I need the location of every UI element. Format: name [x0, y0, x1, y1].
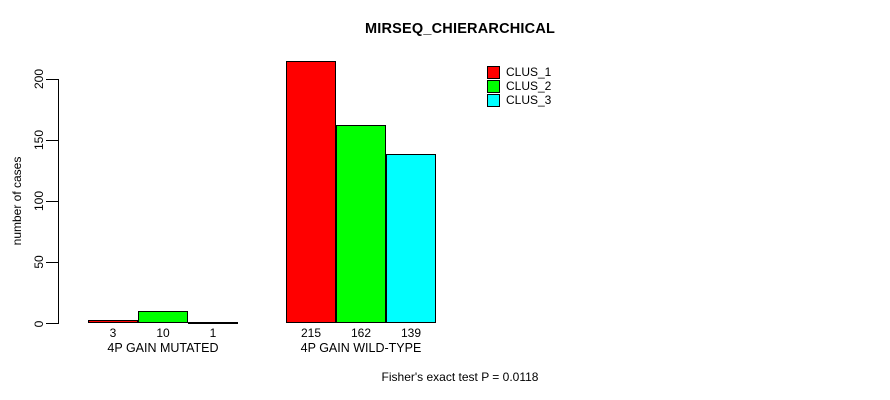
bar-value-label: 162: [350, 326, 372, 340]
legend-swatch: [487, 94, 500, 107]
y-axis-tick-label: 100: [32, 191, 46, 212]
bar-value-label: 10: [156, 326, 170, 340]
y-axis-tick: [46, 261, 58, 263]
bar: [386, 153, 436, 324]
bar: [286, 60, 336, 324]
x-category-label: 4P GAIN WILD-TYPE: [300, 341, 422, 355]
legend-label: CLUS_2: [506, 79, 552, 93]
bar-value-label: 215: [300, 326, 322, 340]
bar-value-label: 139: [400, 326, 422, 340]
x-category-label: 4P GAIN MUTATED: [107, 341, 219, 355]
y-axis-tick: [46, 139, 58, 141]
y-axis-tick-label: 200: [32, 68, 46, 90]
y-axis-tick: [46, 323, 58, 324]
y-axis-tick-label: 150: [32, 130, 46, 151]
bar-value-label: 3: [109, 326, 117, 340]
bar: [188, 322, 238, 325]
bar: [88, 319, 138, 324]
legend: CLUS_1 CLUS_2 CLUS_3: [487, 66, 551, 108]
y-axis-tick: [46, 200, 58, 202]
chart-title: MIRSEQ_CHIERARCHICAL: [364, 21, 556, 37]
annotation-fisher-test: Fisher's exact test P = 0.0118: [381, 370, 539, 384]
legend-swatch: [487, 80, 500, 93]
y-axis-line: [58, 79, 59, 324]
bar-value-label: 1: [209, 326, 217, 340]
y-axis-tick-label: 0: [32, 320, 46, 327]
legend-item: CLUS_1: [487, 66, 551, 79]
y-axis-tick-label: 50: [32, 255, 46, 270]
legend-swatch: [487, 66, 500, 79]
legend-item: CLUS_3: [487, 94, 551, 107]
y-axis-tick: [46, 78, 58, 80]
bar: [138, 311, 188, 324]
legend-label: CLUS_3: [506, 93, 552, 107]
bar: [336, 125, 386, 324]
legend-label: CLUS_1: [506, 65, 552, 79]
legend-item: CLUS_2: [487, 80, 551, 93]
